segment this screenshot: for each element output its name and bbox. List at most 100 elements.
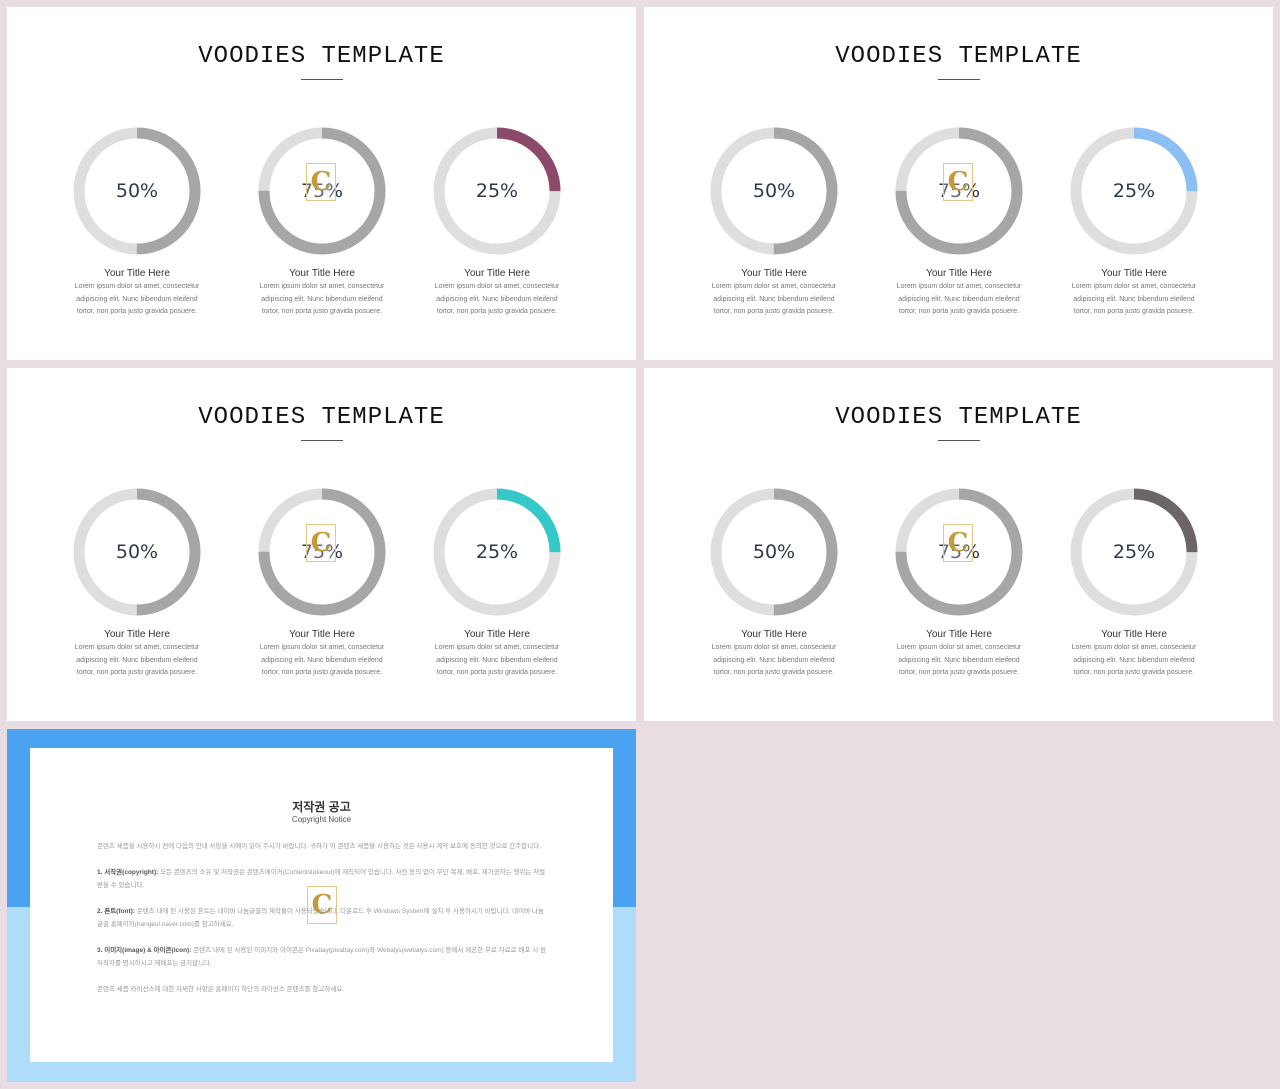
item-description-line: adipiscing elit. Nunc bibendum eleifend [1073,656,1195,664]
donut-svg [433,127,561,255]
item-description-line: adipiscing elit. Nunc bibendum eleifend [898,656,1020,664]
item-description-line: tortor, non porta justo gravida posuere. [898,308,1020,315]
copyright-paragraph: 2. 폰트(font): 콘텐츠 내에 된 사용된 폰트는 네이버 나눔글꼴의 … [97,905,549,931]
item-title: Your Title Here [104,268,170,279]
slide-title: VOODIES TEMPLATE [198,43,445,70]
donut-progress-arc [73,127,201,255]
donut-value: 25% [1112,541,1156,563]
item-description-line: Lorem ipsum dolor sit amet, consectetur [711,644,837,651]
donut-svg [258,127,386,255]
donut-value: 25% [475,180,519,202]
donut-svg [710,127,838,255]
donut-value: 50% [752,180,796,202]
copyright-subheading: Copyright Notice [291,815,352,824]
item-description-line: Lorem ipsum dolor sit amet, consectetur [259,283,385,290]
item-description: Lorem ipsum dolor sit amet, consectetur … [1034,281,1234,319]
copyright-paragraph-text: 콘텐츠 내에 된 사용된 폰트는 네이버 나눔글꼴의 재작물이 사용되었습니다.… [97,908,544,928]
item-description: Lorem ipsum dolor sit amet, consectetur … [1034,642,1234,680]
item-description-line: Lorem ipsum dolor sit amet, consectetur [896,644,1022,651]
item-description: Lorem ipsum dolor sit amet, consectetur … [222,642,422,680]
slide-2: VOODIES TEMPLATE 50% Your Title Here Lor… [644,7,1273,360]
copyright-paragraph: 콘텐츠 세픔 라이선스에 대한 자세한 사항은 홈페이지 하단의 라이선스 콘텐… [97,983,549,996]
item-description-line: tortor, non porta justo gravida posuere. [76,308,198,315]
item-title: Your Title Here [926,268,992,279]
item-title: Your Title Here [289,629,355,640]
donut-progress-arc [433,127,561,255]
title-divider [301,79,343,80]
item-description: Lorem ipsum dolor sit amet, consectetur … [397,642,597,680]
item-description: Lorem ipsum dolor sit amet, consectetur … [222,281,422,319]
item-title: Your Title Here [464,629,530,640]
copyright-paragraph-text: 콘텐츠 세픔을 시용하시 전에 다음의 안내 사항을 시에이 읽어 주시기 바랍… [97,843,542,850]
item-description: Lorem ipsum dolor sit amet, consectetur … [37,642,237,680]
item-description: Lorem ipsum dolor sit amet, consectetur … [859,281,1059,319]
item-title: Your Title Here [104,629,170,640]
donut-chart [704,482,844,622]
item-title: Your Title Here [1101,629,1167,640]
c-logo-icon: C [306,163,336,201]
item-description-line: adipiscing elit. Nunc bibendum eleifend [436,656,558,664]
copyright-slide: 저작권 공고 Copyright Notice C 콘텐츠 세픔을 시용하시 전… [7,729,636,1082]
c-logo-icon: C [306,524,336,562]
item-title: Your Title Here [741,268,807,279]
title-divider [938,440,980,441]
item-description-line: Lorem ipsum dolor sit amet, consectetur [74,644,200,651]
donut-svg [710,488,838,616]
donut-svg [1070,127,1198,255]
item-description-line: tortor, non porta justo gravida posuere. [713,308,835,315]
donut-chart [889,482,1029,622]
slide-3: VOODIES TEMPLATE 50% Your Title Here Lor… [7,368,636,721]
title-divider [301,440,343,441]
donut-value: 75% [937,541,981,563]
c-logo-icon: C [307,886,337,924]
donut-chart [889,121,1029,261]
copyright-paragraph-text: 콘텐츠 내에 된 사용된 이미지와 아이콘은 Pixabay(pixabay.c… [97,947,546,967]
donut-value: 75% [300,180,344,202]
copyright-paragraph: 3. 이미지(image) & 아이콘(icon): 콘텐츠 내에 된 사용된 … [97,944,549,970]
item-title: Your Title Here [926,629,992,640]
copyright-paragraph: 콘텐츠 세픔을 시용하시 전에 다음의 안내 사항을 시에이 읽어 주시기 바랍… [97,840,549,853]
item-description: Lorem ipsum dolor sit amet, consectetur … [859,642,1059,680]
item-description-line: adipiscing elit. Nunc bibendum eleifend [713,295,835,303]
item-description: Lorem ipsum dolor sit amet, consectetur … [674,642,874,680]
item-description-line: Lorem ipsum dolor sit amet, consectetur [896,283,1022,290]
copyright-paragraph-lead: 3. 이미지(image) & 아이콘(icon): [97,947,192,954]
donut-progress-arc [258,127,386,255]
donut-value: 50% [752,541,796,563]
copyright-paragraph-text: 콘텐츠 세픔 라이선스에 대한 자세한 사항은 홈페이지 하단의 라이선스 콘텐… [97,986,345,993]
item-description: Lorem ipsum dolor sit amet, consectetur … [397,281,597,319]
item-title: Your Title Here [1101,268,1167,279]
donut-value: 50% [115,180,159,202]
item-description-line: adipiscing elit. Nunc bibendum eleifend [436,295,558,303]
item-description-line: adipiscing elit. Nunc bibendum eleifend [76,656,198,664]
item-description-line: Lorem ipsum dolor sit amet, consectetur [74,283,200,290]
donut-chart [427,121,567,261]
item-description-line: adipiscing elit. Nunc bibendum eleifend [261,295,383,303]
donut-value: 75% [937,180,981,202]
donut-svg [258,488,386,616]
donut-value: 50% [115,541,159,563]
item-title: Your Title Here [464,268,530,279]
copyright-paragraph-text: 모든 콘텐츠의 소유 및 저작권은 콘텐츠메이커(Contentstokeout… [97,869,546,889]
slide-title: VOODIES TEMPLATE [835,404,1082,431]
item-title: Your Title Here [289,268,355,279]
item-description-line: tortor, non porta justo gravida posuere. [76,669,198,676]
item-description-line: tortor, non porta justo gravida posuere. [1073,308,1195,315]
donut-progress-arc [1070,488,1198,616]
donut-svg [895,127,1023,255]
item-description-line: adipiscing elit. Nunc bibendum eleifend [76,295,198,303]
donut-chart [252,121,392,261]
slide-1: VOODIES TEMPLATE 50% Your Title Here Lor… [7,7,636,360]
item-description-line: Lorem ipsum dolor sit amet, consectetur [434,644,560,651]
donut-svg [73,488,201,616]
item-description-line: Lorem ipsum dolor sit amet, consectetur [1071,283,1197,290]
donut-progress-arc [710,127,838,255]
slide-title: VOODIES TEMPLATE [835,43,1082,70]
title-divider [938,79,980,80]
copyright-paragraph: 1. 서작권(copyright): 모든 콘텐츠의 소유 및 저작권은 콘텐츠… [97,866,549,892]
c-logo-icon: C [943,163,973,201]
item-description-line: adipiscing elit. Nunc bibendum eleifend [261,656,383,664]
donut-svg [1070,488,1198,616]
donut-value: 25% [475,541,519,563]
donut-progress-arc [710,488,838,616]
